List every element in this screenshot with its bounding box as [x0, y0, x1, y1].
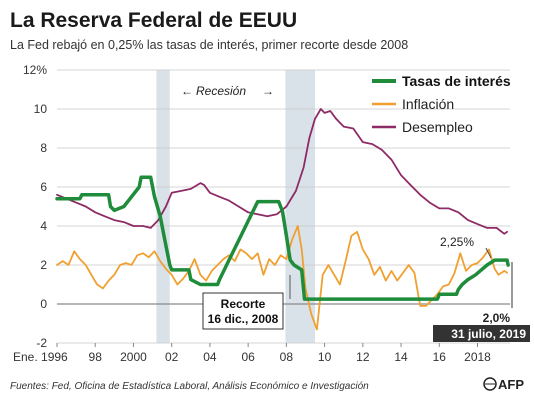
- x-tick-label: 04: [203, 350, 217, 364]
- last-date-box: [433, 325, 530, 342]
- afp-logo: AFP: [483, 377, 524, 392]
- recession-band-0: [156, 70, 170, 343]
- logo-text: AFP: [498, 377, 524, 392]
- x-tick-label: 12: [356, 350, 370, 364]
- y-tick-label: 4: [40, 219, 47, 233]
- recorte-box: [202, 292, 284, 330]
- y-tick-label: 6: [40, 180, 47, 194]
- x-tick-label: 16: [433, 350, 447, 364]
- left-arrow-icon: ←: [181, 84, 193, 98]
- peak-pointer: [485, 247, 492, 259]
- x-tick-label: 02: [165, 350, 179, 364]
- x-tick-label: 98: [89, 350, 103, 364]
- sources-text: Fuentes: Fed, Oficina de Estadística Lab…: [10, 381, 369, 392]
- rates-line: [55, 175, 510, 301]
- legend: Tasas de interés Inflación Desempleo: [372, 73, 511, 135]
- y-tick-label: 0: [40, 297, 47, 311]
- last-date: 31 julio, 2019: [451, 327, 526, 341]
- y-tick-label: 12%: [23, 63, 47, 77]
- recorte-date: 16 dic., 2008: [208, 312, 279, 326]
- recession-label-group: ← Recesión →: [181, 84, 274, 98]
- unemployment-line: [56, 108, 508, 235]
- x-tick-label: 08: [280, 350, 294, 364]
- legend-label-inflation: Inflación: [402, 96, 454, 112]
- right-arrow-icon: →: [262, 84, 274, 98]
- logo-icon: [483, 377, 497, 391]
- last-value: 2,0%: [483, 311, 511, 325]
- recorte-annotation: Recorte 16 dic., 2008: [202, 275, 291, 330]
- x-axis-labels: Ene. 1996 98 2000 02 04 06 08 10 12 14 16 2018: [13, 343, 491, 364]
- recession-label: Recesión: [196, 84, 246, 98]
- y-tick-label: 10: [34, 102, 48, 116]
- legend-label-unemployment: Desempleo: [402, 119, 473, 135]
- x-tick-label: 2000: [120, 350, 147, 364]
- x-tick-label: 06: [241, 350, 255, 364]
- x-tick-label: 2018: [464, 350, 491, 364]
- chart-title: La Reserva Federal de EEUU: [10, 9, 297, 32]
- x-tick-label: 14: [394, 350, 408, 364]
- chart-subtitle: La Fed rebajó en 0,25% las tasas de inte…: [10, 38, 408, 52]
- last-value-callout: 2,0% 31 julio, 2019: [433, 262, 530, 342]
- inflation-line: [56, 225, 508, 331]
- x-tick-label: Ene. 1996: [13, 350, 68, 364]
- legend-label-rates: Tasas de interés: [402, 73, 511, 89]
- y-tick-label: -2: [36, 336, 47, 350]
- recorte-label: Recorte: [221, 297, 266, 311]
- peak-rate-label: 2,25%: [440, 235, 474, 249]
- y-tick-label: 8: [40, 141, 47, 155]
- series: [55, 108, 510, 331]
- recession-band-1: [285, 70, 316, 343]
- y-tick-label: 2: [40, 258, 47, 272]
- y-axis-labels: 12% 10 8 6 4 2 0 -2: [23, 63, 47, 350]
- x-tick-label: 10: [318, 350, 332, 364]
